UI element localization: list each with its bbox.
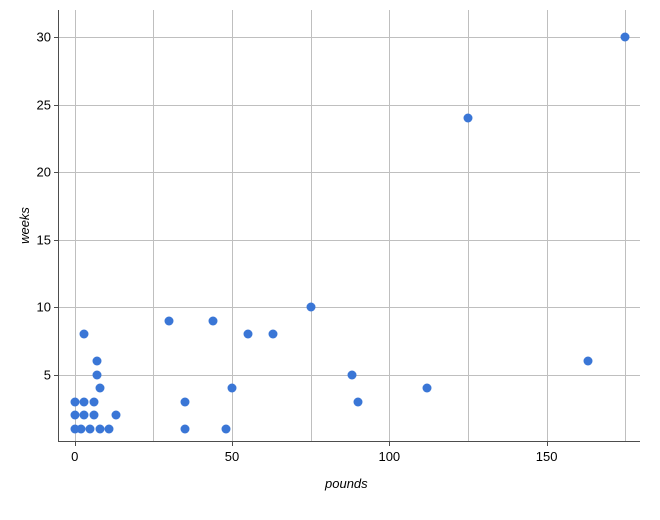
gridline-vertical [547,10,548,441]
gridline-horizontal [59,37,640,38]
data-point [86,424,95,433]
x-axis-label: pounds [325,476,368,491]
gridline-vertical [153,10,154,441]
data-point [353,397,362,406]
x-tick-label: 100 [378,441,400,464]
data-point [268,330,277,339]
data-point [105,424,114,433]
gridline-vertical [311,10,312,441]
data-point [221,424,230,433]
y-tick-label: 15 [37,232,59,247]
data-point [583,357,592,366]
scatter-chart: 05010015051015202530 weeks pounds [0,0,660,520]
data-point [89,397,98,406]
gridline-vertical [389,10,390,441]
x-tick-label: 50 [225,441,239,464]
y-tick-label: 10 [37,300,59,315]
data-point [95,384,104,393]
data-point [92,370,101,379]
data-point [70,411,79,420]
x-tick-label: 150 [536,441,558,464]
data-point [347,370,356,379]
gridline-horizontal [59,240,640,241]
data-point [80,330,89,339]
data-point [180,397,189,406]
plot-area: 05010015051015202530 [58,10,640,442]
data-point [165,316,174,325]
gridline-vertical [75,10,76,441]
gridline-horizontal [59,172,640,173]
y-tick-label: 25 [37,97,59,112]
gridline-vertical [468,10,469,441]
data-point [306,303,315,312]
y-tick-label: 30 [37,30,59,45]
data-point [70,397,79,406]
data-point [80,411,89,420]
data-point [209,316,218,325]
data-point [111,411,120,420]
gridline-horizontal [59,307,640,308]
y-axis-label: weeks [17,207,32,244]
x-tick-label: 0 [71,441,78,464]
data-point [228,384,237,393]
data-point [95,424,104,433]
gridline-horizontal [59,105,640,106]
data-point [180,424,189,433]
y-tick-label: 20 [37,165,59,180]
data-point [80,397,89,406]
gridline-vertical [232,10,233,441]
data-point [621,33,630,42]
gridline-vertical [625,10,626,441]
data-point [92,357,101,366]
y-tick-label: 5 [44,367,59,382]
data-point [89,411,98,420]
data-point [463,114,472,123]
data-point [243,330,252,339]
data-point [423,384,432,393]
data-point [77,424,86,433]
